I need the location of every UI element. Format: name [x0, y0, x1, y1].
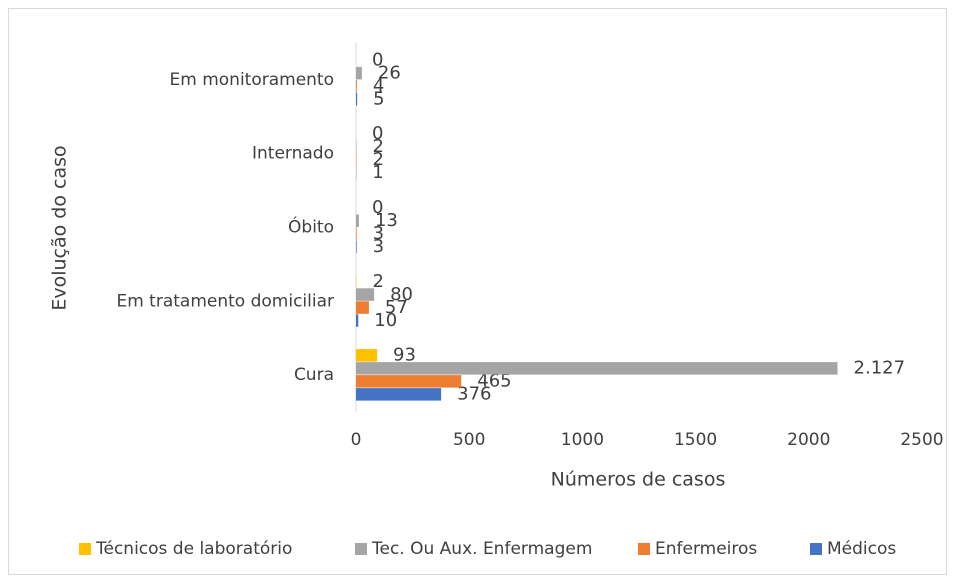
- x-tick-label: 2000: [787, 430, 830, 450]
- data-label: 0: [372, 49, 383, 70]
- y-tick-label: Em monitoramento: [170, 70, 335, 90]
- legend-label: Enfermeiros: [655, 539, 757, 559]
- bar: [356, 214, 359, 227]
- bar: [356, 227, 357, 240]
- legend-label: Médicos: [827, 539, 896, 559]
- y-tick-label: Cura: [294, 365, 334, 385]
- x-axis-label: Números de casos: [551, 469, 726, 491]
- x-tick-label: 500: [453, 430, 485, 450]
- bar: [356, 79, 357, 93]
- data-label: 2.127: [854, 358, 906, 379]
- y-axis-label: Evolução do caso: [49, 145, 71, 310]
- data-label: 2: [372, 149, 383, 170]
- data-label: 0: [372, 197, 383, 218]
- data-label: 13: [375, 210, 398, 231]
- x-tick-label: 2500: [900, 430, 943, 450]
- x-tick-label: 1500: [674, 430, 717, 450]
- legend-label: Técnicos de laboratório: [95, 539, 292, 559]
- data-label: 5: [373, 88, 384, 109]
- data-label: 3: [373, 223, 384, 244]
- y-tick-label: Óbito: [288, 216, 334, 238]
- bar: [356, 301, 369, 314]
- data-label: 3: [373, 236, 384, 257]
- legend-swatch: [79, 543, 91, 555]
- bar: [356, 388, 442, 401]
- data-label: 10: [374, 310, 397, 331]
- x-tick-label: 1000: [561, 430, 604, 450]
- data-label: 2: [372, 136, 383, 157]
- legend-swatch: [355, 543, 367, 555]
- data-label: 4: [373, 75, 384, 96]
- bar: [356, 349, 378, 362]
- data-label: 26: [378, 62, 401, 83]
- x-tick-label: 0: [351, 430, 362, 450]
- data-label: 376: [457, 384, 491, 405]
- bar: [356, 362, 838, 375]
- legend-label: Tec. Ou Aux. Enfermagem: [371, 539, 592, 559]
- bar: [356, 375, 462, 388]
- data-label: 465: [477, 371, 511, 392]
- bar: [356, 288, 375, 301]
- y-tick-label: Internado: [252, 144, 334, 164]
- data-label: 0: [372, 123, 383, 144]
- data-label: 1: [372, 162, 383, 183]
- data-label: 93: [393, 345, 416, 366]
- legend-swatch: [638, 543, 650, 555]
- data-label: 80: [390, 284, 413, 305]
- data-label: 57: [385, 297, 408, 318]
- bar: [356, 92, 358, 106]
- bar: [356, 240, 357, 253]
- chart-border: [8, 8, 947, 575]
- bar: [356, 66, 362, 80]
- bar: [356, 314, 359, 327]
- legend-swatch: [810, 543, 822, 555]
- y-tick-label: Em tratamento domiciliar: [116, 291, 334, 311]
- data-label: 2: [372, 271, 383, 292]
